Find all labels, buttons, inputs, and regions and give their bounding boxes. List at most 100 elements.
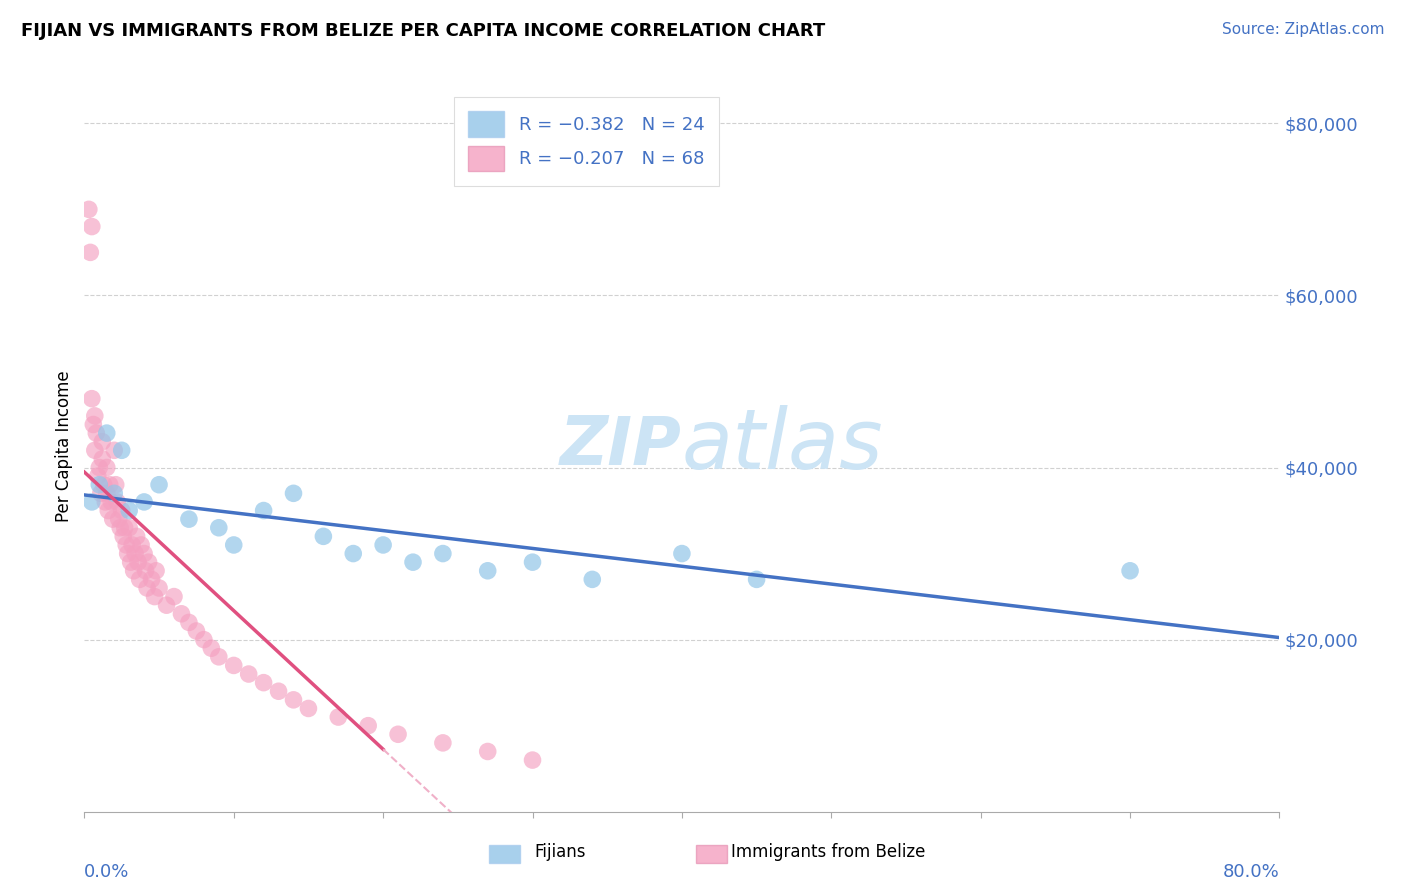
Point <box>238 667 260 681</box>
Point <box>103 443 125 458</box>
Point <box>121 538 143 552</box>
Point <box>122 564 145 578</box>
Point <box>143 590 166 604</box>
Point <box>155 598 177 612</box>
Point <box>432 736 454 750</box>
Point <box>118 521 141 535</box>
Point <box>83 443 105 458</box>
Point <box>82 417 104 432</box>
Point <box>477 744 499 758</box>
Point <box>297 701 319 715</box>
Point <box>96 426 118 441</box>
Point <box>222 538 245 552</box>
Point <box>357 719 380 733</box>
Point <box>125 529 148 543</box>
Point <box>402 555 425 569</box>
Point <box>96 460 118 475</box>
Point <box>93 477 115 491</box>
Point <box>79 245 101 260</box>
Point <box>477 564 499 578</box>
Point <box>387 727 409 741</box>
Point <box>148 477 170 491</box>
Text: 80.0%: 80.0% <box>1223 863 1279 881</box>
Point <box>177 512 200 526</box>
Point <box>111 503 134 517</box>
Point <box>114 521 136 535</box>
Text: Fijians: Fijians <box>534 843 586 861</box>
Point <box>91 451 114 466</box>
Point <box>91 434 114 449</box>
Text: 0.0%: 0.0% <box>84 863 129 881</box>
Text: ZIP: ZIP <box>560 413 682 479</box>
Point <box>107 512 129 526</box>
Point <box>186 624 208 638</box>
Point <box>117 547 139 561</box>
Point <box>129 538 152 552</box>
Point <box>105 495 128 509</box>
Legend: R = −0.382   N = 24, R = −0.207   N = 68: R = −0.382 N = 24, R = −0.207 N = 68 <box>454 96 718 186</box>
Point <box>745 573 768 587</box>
Text: atlas: atlas <box>682 406 883 486</box>
Point <box>112 529 135 543</box>
Point <box>170 607 193 621</box>
Point <box>124 547 146 561</box>
Text: Source: ZipAtlas.com: Source: ZipAtlas.com <box>1222 22 1385 37</box>
Point <box>1119 564 1142 578</box>
Point <box>522 555 544 569</box>
Point <box>110 521 132 535</box>
Point <box>80 392 103 406</box>
Text: FIJIAN VS IMMIGRANTS FROM BELIZE PER CAPITA INCOME CORRELATION CHART: FIJIAN VS IMMIGRANTS FROM BELIZE PER CAP… <box>21 22 825 40</box>
Point <box>253 675 276 690</box>
Point <box>138 555 160 569</box>
Point <box>132 547 156 561</box>
Point <box>115 538 138 552</box>
Point <box>200 641 222 656</box>
Point <box>80 495 103 509</box>
Point <box>77 202 100 217</box>
Point <box>671 547 693 561</box>
Point <box>253 503 276 517</box>
Point <box>128 573 150 587</box>
Point <box>83 409 105 423</box>
Point <box>118 503 141 517</box>
Point <box>135 564 157 578</box>
Point <box>111 443 134 458</box>
Point <box>80 219 103 234</box>
Point <box>283 693 305 707</box>
Point <box>132 495 156 509</box>
Point <box>342 547 364 561</box>
Point <box>86 426 108 441</box>
Point <box>90 486 112 500</box>
Point <box>98 477 121 491</box>
Point <box>89 460 111 475</box>
Point <box>432 547 454 561</box>
Y-axis label: Per Capita Income: Per Capita Income <box>55 370 73 522</box>
Point <box>177 615 200 630</box>
Point <box>136 581 159 595</box>
Point <box>141 573 163 587</box>
Point <box>373 538 395 552</box>
Point <box>120 555 142 569</box>
Point <box>145 564 167 578</box>
Point <box>208 649 231 664</box>
Text: Immigrants from Belize: Immigrants from Belize <box>731 843 925 861</box>
Point <box>87 469 110 483</box>
Point <box>97 503 120 517</box>
Point <box>222 658 245 673</box>
Point <box>94 495 117 509</box>
Point <box>581 573 603 587</box>
Point <box>267 684 290 698</box>
Point <box>522 753 544 767</box>
Point <box>328 710 350 724</box>
Point <box>89 477 111 491</box>
Point <box>101 512 124 526</box>
Point <box>208 521 231 535</box>
Point <box>103 486 125 500</box>
Point <box>96 486 118 500</box>
Point <box>312 529 335 543</box>
Point <box>104 477 127 491</box>
Point <box>193 632 215 647</box>
Point <box>283 486 305 500</box>
Point <box>148 581 170 595</box>
Point <box>127 555 149 569</box>
